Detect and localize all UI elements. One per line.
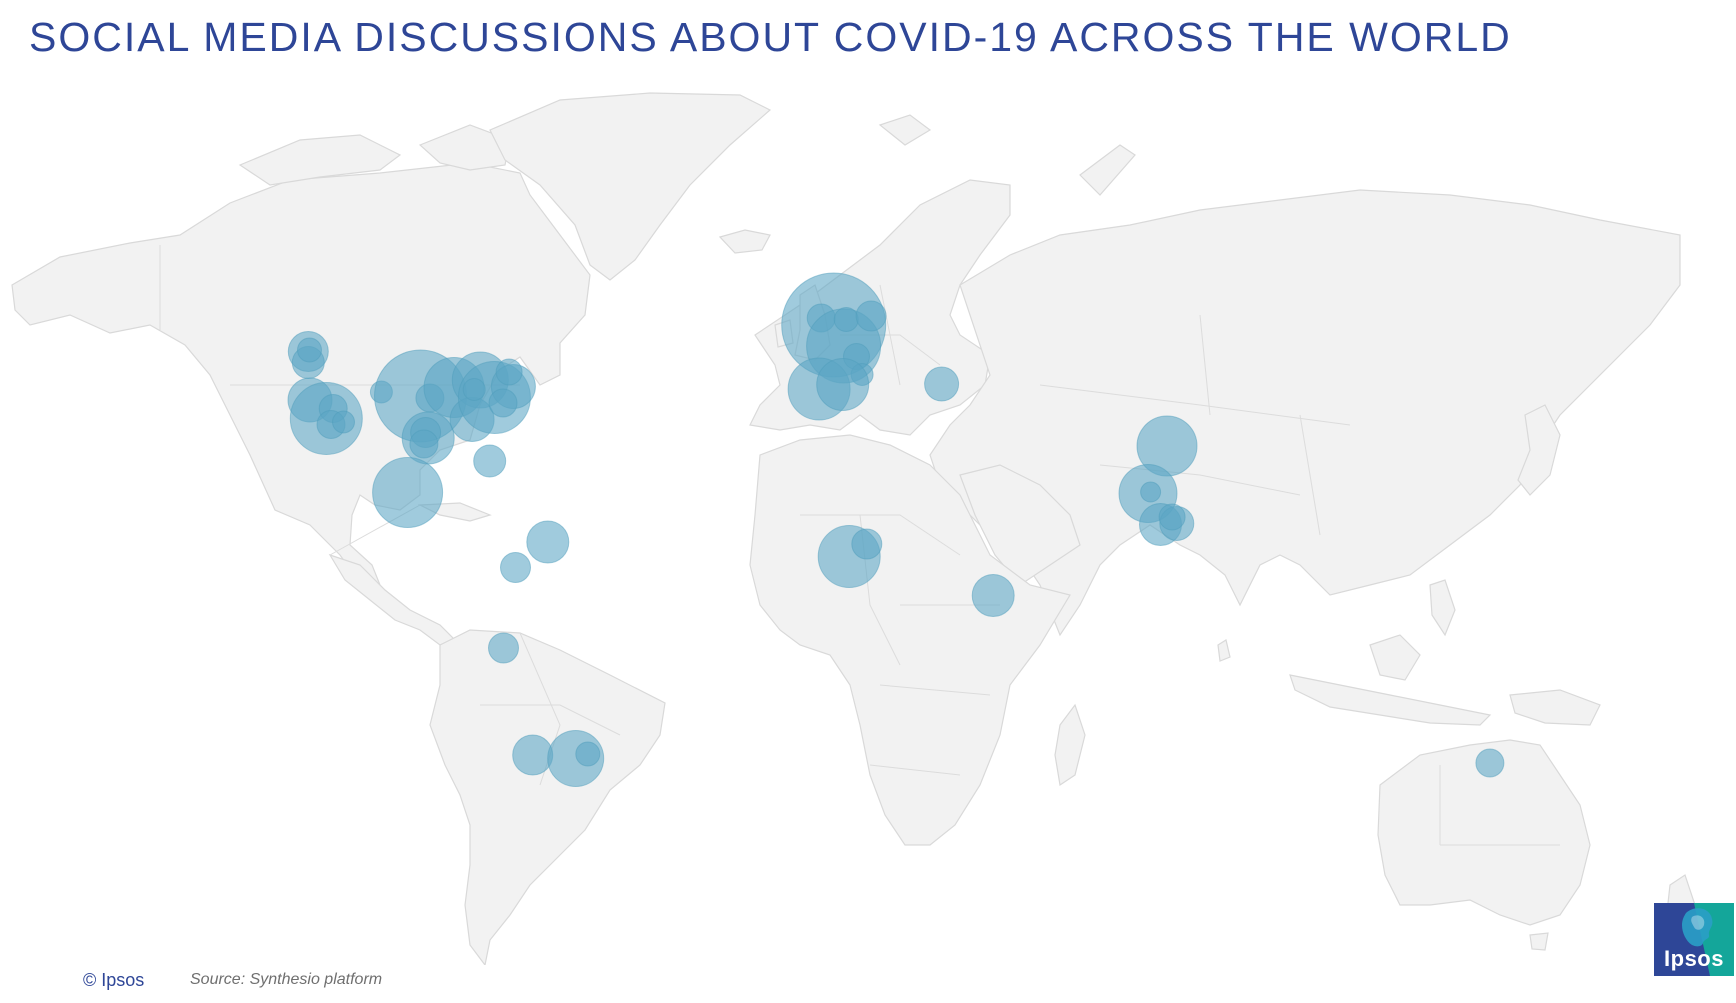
bubble-kenya xyxy=(971,574,1015,617)
bubble-usa-michigan xyxy=(462,378,486,401)
land-indonesia xyxy=(1289,674,1492,726)
bubble-mexico xyxy=(372,457,444,528)
bubble-nigeria-abuja xyxy=(851,528,883,560)
bubble-spain-east xyxy=(816,358,870,411)
bubble-venezuela xyxy=(526,520,570,564)
land-madagascar xyxy=(1054,703,1086,787)
bubble-usa-florida xyxy=(473,444,507,478)
land-sri-lanka xyxy=(1217,639,1231,662)
bubble-germany xyxy=(855,300,887,332)
land-japan xyxy=(1517,404,1561,496)
land-arabia xyxy=(959,464,1081,586)
page-title: SOCIAL MEDIA DISCUSSIONS ABOUT COVID-19 … xyxy=(29,14,1512,60)
bubble-belgium xyxy=(833,307,859,332)
bubble-chile xyxy=(512,734,554,776)
land-novaya-zemlya xyxy=(1079,144,1136,196)
land-svalbard xyxy=(878,114,932,146)
bubble-peru xyxy=(488,632,519,664)
bubble-usa-washington xyxy=(297,337,322,363)
bubble-usa-houston xyxy=(409,429,439,459)
land-borneo xyxy=(1369,634,1421,681)
source-text: Source: Synthesio platform xyxy=(190,971,383,988)
bubble-turkey xyxy=(924,366,960,402)
copyright-text: © Ipsos xyxy=(83,970,145,990)
land-australia xyxy=(1377,739,1591,926)
land-tasmania xyxy=(1529,932,1549,951)
bubble-australia-sydney xyxy=(1475,748,1505,778)
bubble-usa-virginia xyxy=(488,388,518,418)
land-arctic-islands xyxy=(238,134,402,186)
land-central-america xyxy=(328,553,457,646)
ipsos-logo: Ipsos xyxy=(1654,903,1734,976)
ipsos-head-icon xyxy=(1654,903,1734,976)
land-baffin xyxy=(418,124,511,171)
land-south-america xyxy=(429,629,666,965)
land-iceland xyxy=(718,229,771,254)
discussion-bubbles xyxy=(287,272,1505,787)
land-philippines xyxy=(1429,579,1456,637)
bubble-argentina-buenos-aires xyxy=(575,741,601,767)
world-map xyxy=(11,92,1696,965)
bubble-usa-arizona xyxy=(332,410,355,434)
land-new-guinea xyxy=(1509,689,1601,726)
bubble-india-hyderabad xyxy=(1158,503,1186,531)
bubble-india-pune xyxy=(1140,481,1162,503)
bubble-usa-boston xyxy=(495,358,523,386)
land-greenland xyxy=(489,92,772,281)
bubble-colombia xyxy=(500,552,531,583)
logo-text: Ipsos xyxy=(1664,946,1724,971)
